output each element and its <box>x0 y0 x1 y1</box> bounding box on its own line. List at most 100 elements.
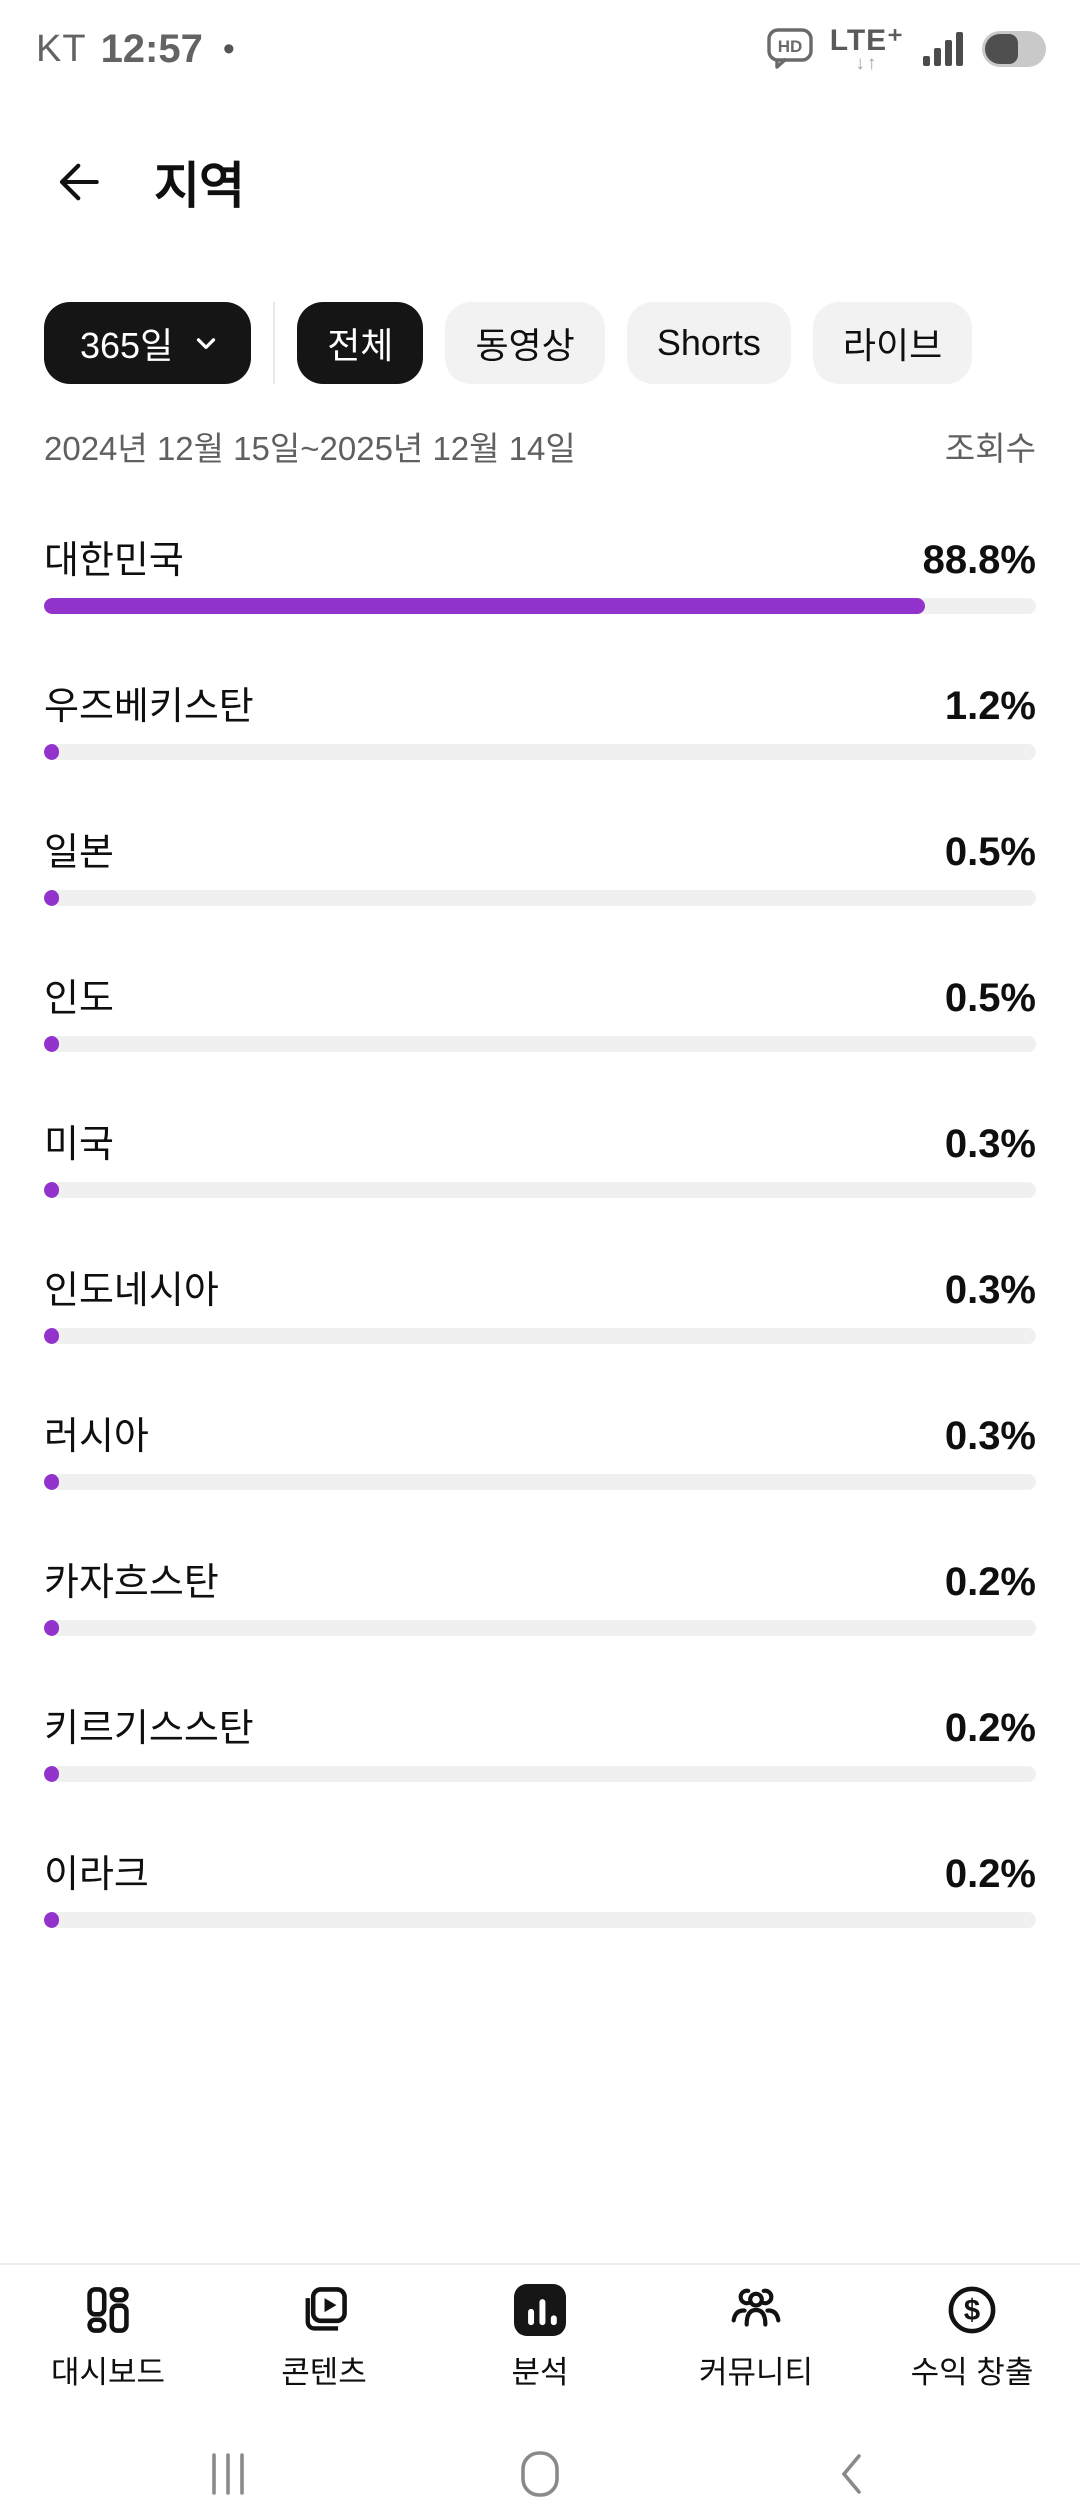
region-row: 우즈베키스탄 1.2% <box>44 684 1036 760</box>
nav-label-content: 콘텐츠 <box>281 2355 367 2390</box>
metric-label: 조회수 <box>944 430 1036 467</box>
region-name: 일본 <box>44 832 114 874</box>
region-name: 미국 <box>44 1124 114 1166</box>
region-row: 카자흐스탄 0.2% <box>44 1560 1036 1636</box>
region-row: 키르기스스탄 0.2% <box>44 1706 1036 1782</box>
region-name: 카자흐스탄 <box>44 1562 219 1604</box>
nav-item-dashboard[interactable]: 대시보드 <box>0 2265 216 2420</box>
recents-button[interactable] <box>200 2448 256 2500</box>
region-name: 대한민국 <box>44 540 184 582</box>
status-bar: KT 12:57 • HD LTE⁺ ↓↑ <box>0 0 1080 88</box>
region-value: 0.3% <box>944 1122 1036 1166</box>
bar-track <box>44 1474 1036 1490</box>
tab-live-label: 라이브 <box>842 325 943 366</box>
region-name: 인도네시아 <box>44 1270 219 1312</box>
lte-label: LTE⁺ <box>829 23 904 57</box>
signal-strength-icon <box>920 28 966 70</box>
region-row: 일본 0.5% <box>44 830 1036 906</box>
region-name: 키르기스스탄 <box>44 1708 254 1750</box>
clock: 12:57 <box>100 26 203 71</box>
back-chevron-icon <box>841 2454 861 2494</box>
nav-label-dashboard: 대시보드 <box>50 2355 166 2390</box>
region-name: 우즈베키스탄 <box>44 686 254 728</box>
dashboard-icon <box>81 2283 135 2337</box>
bar-fill <box>44 1182 59 1198</box>
recents-icon <box>212 2453 244 2495</box>
back-button[interactable] <box>48 155 102 209</box>
region-value: 0.2% <box>944 1706 1036 1750</box>
chevron-down-icon <box>197 338 216 349</box>
nav-item-community[interactable]: 커뮤니티 <box>648 2265 864 2420</box>
notification-dot: • <box>222 29 235 68</box>
bar-track <box>44 1328 1036 1344</box>
monetization-icon: $ <box>945 2283 999 2337</box>
meta-row: 2024년 12월 15일~2025년 12월 14일 조회수 <box>0 422 1080 470</box>
bar-track <box>44 1912 1036 1928</box>
bar-fill <box>44 1036 59 1052</box>
analytics-active-badge <box>514 2284 566 2336</box>
period-dropdown[interactable]: 365일 <box>44 302 252 384</box>
region-value: 0.5% <box>944 976 1036 1020</box>
hd-voice-icon: HD <box>766 26 814 72</box>
region-value: 0.3% <box>944 1268 1036 1312</box>
home-button[interactable] <box>512 2448 568 2500</box>
region-row: 인도 0.5% <box>44 976 1036 1052</box>
content-icon <box>297 2283 351 2337</box>
bar-fill <box>44 598 925 614</box>
back-arrow-icon <box>59 163 99 201</box>
back-system-button[interactable] <box>824 2448 880 2500</box>
bar-track <box>44 890 1036 906</box>
page-title: 지역 <box>154 158 245 214</box>
filter-bar: 365일 전체 동영상 Shorts 라이브 <box>0 302 1080 384</box>
bar-fill <box>44 890 59 906</box>
region-value: 0.3% <box>944 1414 1036 1458</box>
bar-fill <box>44 1620 59 1636</box>
bar-track <box>44 744 1036 760</box>
header: 지역 <box>0 88 1080 218</box>
tab-videos-label: 동영상 <box>475 325 575 366</box>
bar-fill <box>44 744 59 760</box>
bar-track <box>44 1036 1036 1052</box>
bar-fill <box>44 1474 59 1490</box>
tab-shorts-label: Shorts <box>656 322 761 363</box>
bottom-nav: 대시보드 콘텐츠 분석 <box>0 2263 1080 2420</box>
tab-live[interactable]: 라이브 <box>812 302 973 384</box>
home-icon <box>521 2451 559 2497</box>
nav-item-analytics[interactable]: 분석 <box>432 2265 648 2420</box>
date-range: 2024년 12월 15일~2025년 12월 14일 <box>44 430 576 467</box>
analytics-icon <box>513 2283 567 2337</box>
tab-shorts[interactable]: Shorts <box>626 302 791 384</box>
bar-track <box>44 1620 1036 1636</box>
chips-divider <box>273 302 276 384</box>
battery-level <box>985 34 1018 64</box>
tab-all-label: 전체 <box>327 325 394 366</box>
region-name: 인도 <box>44 978 114 1020</box>
svg-text:$: $ <box>964 2295 980 2327</box>
region-row: 러시아 0.3% <box>44 1414 1036 1490</box>
region-value: 88.8% <box>922 538 1036 582</box>
region-row: 이라크 0.2% <box>44 1852 1036 1928</box>
nav-label-monetization: 수익 창출 <box>910 2355 1034 2390</box>
bar-fill <box>44 1766 59 1782</box>
region-value: 0.2% <box>944 1560 1036 1604</box>
region-value: 1.2% <box>944 684 1036 728</box>
bar-track <box>44 1766 1036 1782</box>
region-value: 0.2% <box>944 1852 1036 1896</box>
community-icon <box>729 2283 783 2337</box>
nav-item-content[interactable]: 콘텐츠 <box>216 2265 432 2420</box>
nav-item-monetization[interactable]: $ 수익 창출 <box>864 2265 1080 2420</box>
network-type-indicator: LTE⁺ ↓↑ <box>829 23 904 74</box>
bar-track <box>44 598 1036 614</box>
nav-label-monetization: 커뮤니티 <box>698 2355 814 2390</box>
tab-all[interactable]: 전체 <box>297 302 424 384</box>
region-row: 미국 0.3% <box>44 1122 1036 1198</box>
region-list: 대한민국 88.8% 우즈베키스탄 1.2% 일본 0.5% 인도 0.5% 미… <box>0 538 1080 1928</box>
system-navigation-bar <box>0 2428 1080 2520</box>
region-name: 러시아 <box>44 1416 149 1458</box>
region-row: 인도네시아 0.3% <box>44 1268 1036 1344</box>
bar-track <box>44 1182 1036 1198</box>
svg-text:HD: HD <box>777 37 802 56</box>
data-transfer-arrows-icon: ↓↑ <box>855 52 879 74</box>
region-name: 이라크 <box>44 1854 149 1896</box>
tab-videos[interactable]: 동영상 <box>445 302 605 384</box>
